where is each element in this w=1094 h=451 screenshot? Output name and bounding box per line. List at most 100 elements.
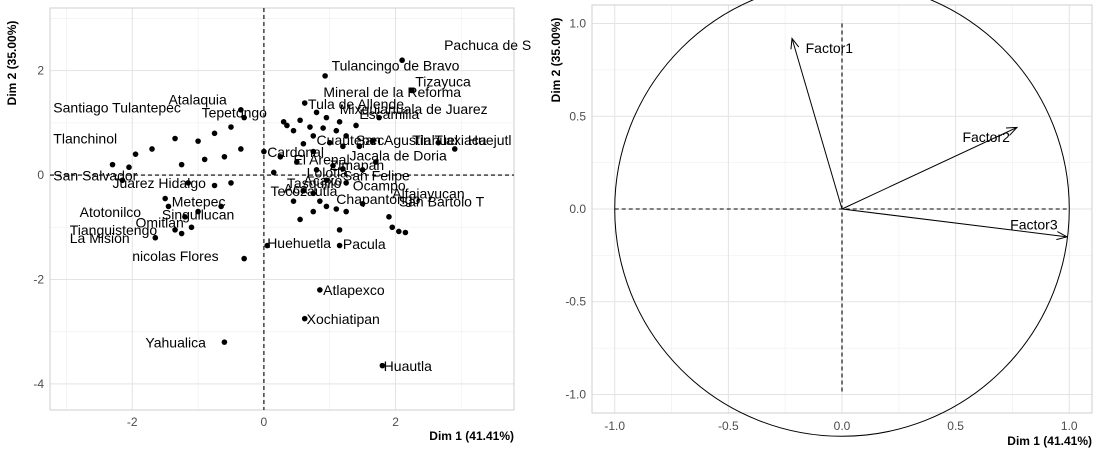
data-point	[340, 143, 346, 150]
y-tick-label: -4	[33, 377, 44, 391]
data-point	[300, 140, 307, 147]
point-label: Atlapexco	[323, 282, 385, 298]
point-label: Huejutl	[468, 132, 512, 148]
y-tick-label: 1.0	[569, 17, 586, 31]
point-label: Juarez Hidalgo	[113, 175, 207, 191]
data-point	[343, 133, 349, 139]
data-point	[326, 139, 333, 146]
point-label: Cardonal	[267, 144, 324, 160]
data-point	[126, 164, 132, 171]
vector-arrowhead	[1005, 126, 1019, 136]
data-point	[320, 125, 326, 131]
data-point	[270, 169, 277, 176]
vector-arrowhead	[790, 37, 800, 50]
data-point	[379, 362, 386, 369]
y-tick-label: 0	[37, 168, 44, 182]
data-point	[323, 114, 330, 121]
point-label: Tianguistengo	[70, 222, 158, 238]
y-tick-label: 0.5	[569, 109, 586, 123]
data-point	[356, 143, 363, 150]
point-label: Pachuca de S	[444, 37, 531, 53]
panel-border	[591, 4, 1093, 414]
vector-arrow-factor3	[841, 208, 1068, 238]
x-tick-label: -1.0	[604, 419, 625, 433]
y-tick-label: 2	[37, 64, 44, 78]
data-point	[228, 124, 234, 130]
x-tick-label: -2	[127, 415, 138, 429]
data-point	[132, 151, 139, 157]
data-point	[188, 224, 195, 231]
panel-background	[50, 8, 514, 410]
data-point	[284, 122, 290, 129]
data-point	[340, 166, 346, 172]
data-point	[310, 190, 317, 197]
vector-label: Factor3	[1010, 216, 1058, 232]
data-point	[221, 153, 228, 160]
vector-arrow-factor2	[841, 126, 1018, 210]
data-point	[301, 315, 308, 322]
data-point	[310, 148, 317, 155]
data-point	[323, 177, 330, 184]
data-point	[172, 227, 178, 233]
data-point	[313, 109, 320, 116]
data-point	[353, 122, 359, 129]
point-label: Tulancingo de Bravo	[332, 58, 460, 74]
data-point	[399, 57, 405, 64]
data-point	[178, 230, 185, 237]
point-label: San Felipe	[343, 167, 410, 183]
point-label: Pacula	[343, 236, 386, 252]
data-point	[336, 119, 343, 125]
data-point	[310, 133, 317, 139]
point-label: La Mision	[70, 230, 130, 246]
data-point	[165, 203, 172, 210]
individuals-factor-map: Pachuca de S Tulancingo de BravoTizayucaM…	[5, 7, 531, 443]
point-label: Zimapan	[330, 157, 384, 173]
point-label: Tasquillo	[287, 175, 342, 191]
data-point	[297, 117, 303, 124]
correlation-circle	[614, 0, 1070, 437]
point-label: Tepetongo	[202, 105, 268, 121]
data-point	[372, 159, 379, 165]
y-axis-title: Dim 2 (35.00%)	[5, 21, 19, 106]
data-point	[195, 138, 201, 144]
x-axis-ticks: -1.0 -0.5 0.0 0.5 1.0	[604, 419, 1078, 433]
data-point	[323, 203, 330, 210]
data-point	[313, 167, 320, 173]
data-point	[409, 87, 415, 94]
data-point	[119, 177, 126, 184]
data-point	[336, 227, 343, 233]
variable-vectors: Factor1 Factor2 Factor3	[790, 37, 1069, 241]
zero-lines	[50, 8, 514, 410]
y-tick-label: 0.0	[569, 202, 586, 216]
data-point	[359, 200, 366, 207]
point-label: Tizayuca	[415, 73, 471, 89]
data-point	[185, 180, 192, 186]
data-point	[221, 339, 228, 345]
data-point	[172, 135, 178, 142]
point-label: Yahualica	[145, 334, 206, 350]
x-axis-title: Dim 1 (41.41%)	[429, 429, 514, 443]
x-tick-label: -0.5	[718, 419, 739, 433]
data-point	[241, 255, 247, 262]
point-label: San Bartolo T	[399, 193, 485, 209]
data-point	[277, 153, 284, 160]
y-tick-label: -0.5	[565, 295, 586, 309]
x-tick-label: 1.0	[1061, 419, 1078, 433]
point-label: Xochiatipan	[307, 311, 380, 327]
data-point	[297, 216, 303, 223]
x-tick-label: 0	[261, 415, 268, 429]
point-label: Acaxo	[303, 173, 342, 189]
vector-label: Factor2	[962, 129, 1010, 145]
point-label: El Arenal	[294, 152, 350, 168]
point-label: Singuilucan	[162, 206, 234, 222]
data-point	[238, 146, 244, 152]
point-label: San Agustin Tlaxiaca	[356, 132, 487, 148]
data-point	[109, 161, 116, 168]
data-point	[149, 146, 155, 152]
data-points	[109, 57, 458, 369]
data-point	[451, 146, 458, 152]
point-label: Santiago Tulantepec	[53, 99, 181, 115]
point-label: Tecozautla	[270, 183, 337, 199]
point-label: Mineral de la Reforma	[323, 84, 461, 100]
data-point	[396, 228, 402, 235]
